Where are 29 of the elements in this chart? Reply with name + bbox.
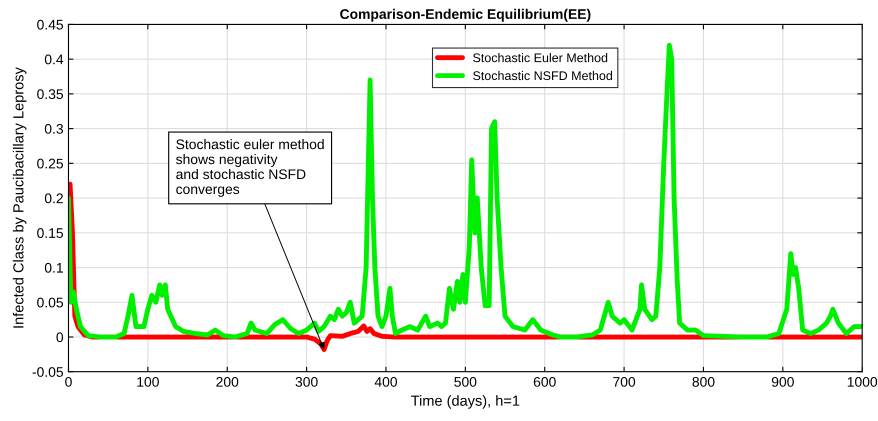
x-tick-label: 200 xyxy=(216,376,238,387)
annotation: Stochastic euler method shows negativity and stochastic NSFD converges xyxy=(176,139,324,197)
chart-title: Comparison-Endemic Equilibrium(EE) xyxy=(340,8,590,22)
x-tick-label: 0 xyxy=(65,376,72,387)
x-tick-label: 700 xyxy=(613,376,636,387)
y-tick-label: 0.15 xyxy=(37,228,64,238)
y-tick-label: 0 xyxy=(56,332,64,342)
x-axis-title: Time (days), h=1 xyxy=(411,395,520,409)
y-tick-label: 0.25 xyxy=(37,158,64,169)
y-tick-label: 0.1 xyxy=(44,262,63,273)
x-tick-label: 1000 xyxy=(848,376,878,387)
y-tick-label: 0.35 xyxy=(37,89,64,100)
line-series xyxy=(68,42,862,340)
y-axis-title: Infected Class by Paucibacillary Leprosy xyxy=(12,67,26,328)
y-tick-label: 0.05 xyxy=(37,298,64,308)
legend-label: Stochastic Euler Method xyxy=(473,53,608,62)
y-tick-label: -0.05 xyxy=(32,367,64,377)
x-tick-label: 100 xyxy=(137,376,159,387)
x-tick-label: 300 xyxy=(296,376,318,387)
legend-label: Stochastic NSFD Method xyxy=(473,70,612,80)
x-tick-label: 900 xyxy=(772,376,794,387)
y-tick-label: 0.2 xyxy=(44,193,63,204)
y-tick-label: 0.4 xyxy=(44,54,64,64)
x-tick-label: 500 xyxy=(454,376,476,387)
y-tick-label: 0.3 xyxy=(44,124,64,134)
y-tick-label: 0.45 xyxy=(37,20,64,30)
x-tick-label: 800 xyxy=(692,376,714,387)
x-tick-label: 400 xyxy=(374,376,398,387)
x-tick-label: 600 xyxy=(534,376,556,387)
